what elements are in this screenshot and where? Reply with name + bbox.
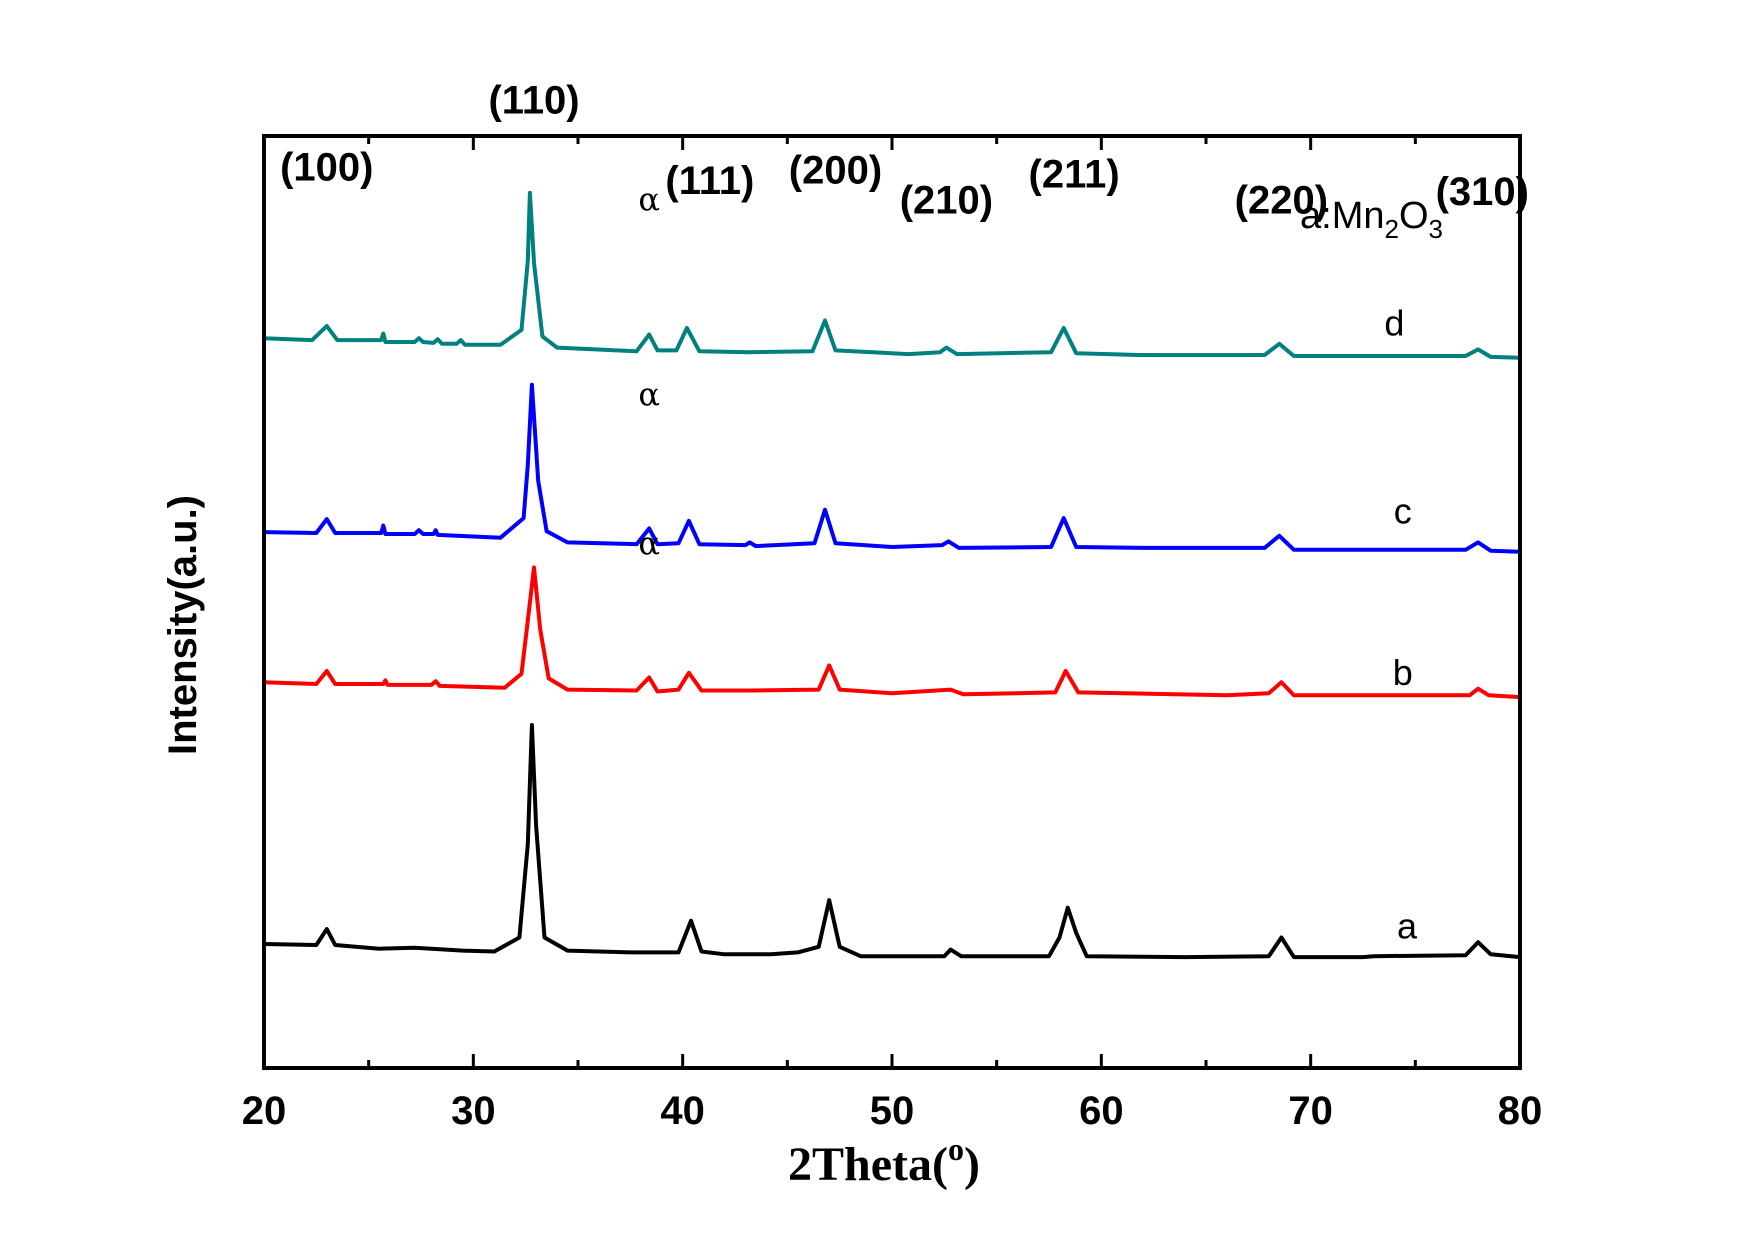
alpha-marker: α <box>638 524 660 562</box>
hkl-label: (110) <box>488 79 579 123</box>
x-tick-label: 70 <box>1288 1089 1333 1133</box>
y-axis-label: Intensity(a.u.) <box>161 495 205 755</box>
alpha-labels: α α α <box>638 181 660 563</box>
x-axis-ticks: 20 30 40 50 60 70 80 <box>242 136 1543 1133</box>
x-tick-label: 80 <box>1498 1089 1543 1133</box>
plot-series-group <box>262 190 1522 960</box>
hkl-label: (100) <box>280 146 373 190</box>
series-line-a <box>262 723 1522 960</box>
series-label-d: d <box>1384 302 1404 343</box>
hkl-label: (310) <box>1436 170 1529 214</box>
series-line-b <box>262 565 1522 700</box>
series-labels: a b c d <box>1384 302 1418 946</box>
series-label-b: b <box>1393 652 1413 693</box>
x-tick-label: 60 <box>1079 1089 1124 1133</box>
hkl-label: (200) <box>789 149 882 193</box>
series-line-c <box>262 382 1522 554</box>
x-tick-label: 40 <box>660 1089 705 1133</box>
x-tick-label: 50 <box>870 1089 915 1133</box>
hkl-label: (220) <box>1235 178 1328 222</box>
alpha-marker: α <box>638 181 660 219</box>
series-label-c: c <box>1394 491 1412 532</box>
hkl-label: (111) <box>665 159 754 203</box>
hkl-label: (210) <box>900 178 993 222</box>
series-line-d <box>262 190 1522 360</box>
plot-frame <box>262 134 1522 1070</box>
alpha-marker: α <box>638 375 660 413</box>
x-tick-label: 20 <box>242 1089 287 1133</box>
hkl-label: (211) <box>1029 152 1120 196</box>
series-label-a: a <box>1397 905 1418 946</box>
x-axis-label: 2Theta(o) <box>788 1131 980 1191</box>
phase-annotation: a:Mn2O3 <box>1300 195 1443 244</box>
hkl-labels: (100) (110) (111) (200) (210) (211) (220) (310) <box>280 79 1529 223</box>
x-tick-label: 30 <box>451 1089 496 1133</box>
